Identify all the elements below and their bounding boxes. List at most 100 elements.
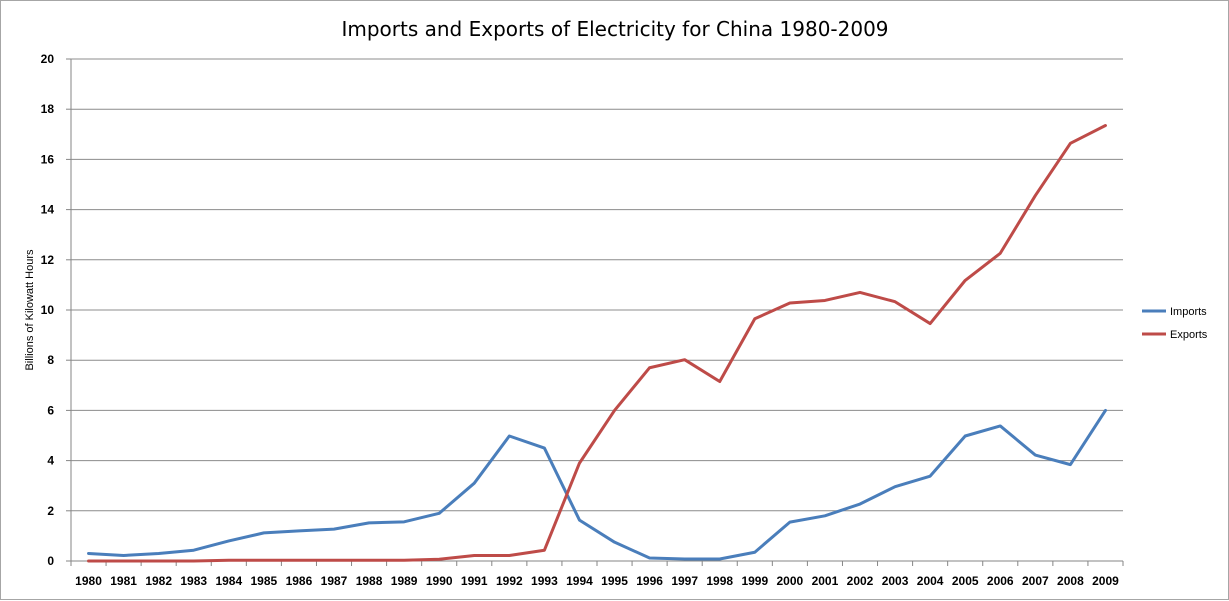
x-tick-label: 1993 xyxy=(531,574,558,588)
x-tick-label: 2008 xyxy=(1057,574,1084,588)
data-point-imports xyxy=(964,435,967,438)
data-point-imports xyxy=(368,521,371,524)
data-point-exports xyxy=(1034,194,1037,197)
data-point-imports xyxy=(122,554,125,557)
data-point-imports xyxy=(648,556,651,559)
data-point-imports xyxy=(1034,454,1037,457)
series-imports xyxy=(87,408,1107,561)
x-tick-label: 1986 xyxy=(286,574,313,588)
x-tick-label: 1998 xyxy=(706,574,733,588)
data-point-imports xyxy=(718,557,721,560)
x-tick-label: 2000 xyxy=(777,574,804,588)
data-point-imports xyxy=(929,475,932,478)
x-tick-label: 1992 xyxy=(496,574,523,588)
x-tick-label: 1987 xyxy=(321,574,348,588)
x-tick-label: 1991 xyxy=(461,574,488,588)
legend-label: Imports xyxy=(1170,306,1207,318)
data-point-exports xyxy=(438,558,441,561)
x-tick-label: 1984 xyxy=(215,574,242,588)
y-tick-label: 12 xyxy=(41,253,55,267)
x-tick-label: 1997 xyxy=(671,574,698,588)
data-point-imports xyxy=(192,549,195,552)
data-point-imports xyxy=(227,539,230,542)
legend-item-imports: Imports xyxy=(1142,306,1207,318)
data-point-exports xyxy=(122,560,125,563)
x-tick-label: 1980 xyxy=(75,574,102,588)
data-point-imports xyxy=(823,514,826,517)
y-axis-label: Billions of Kilowatt Hours xyxy=(24,249,36,371)
data-point-imports xyxy=(508,435,511,438)
data-point-exports xyxy=(894,300,897,303)
series-exports xyxy=(87,124,1107,563)
data-point-exports xyxy=(1069,142,1072,145)
data-point-exports xyxy=(87,560,90,563)
data-point-exports xyxy=(227,559,230,562)
axes xyxy=(66,58,1124,566)
data-point-exports xyxy=(297,559,300,562)
data-point-exports xyxy=(929,322,932,325)
data-point-imports xyxy=(613,541,616,544)
data-point-imports xyxy=(788,521,791,524)
data-point-imports xyxy=(859,503,862,506)
data-point-imports xyxy=(1069,463,1072,466)
data-point-exports xyxy=(718,380,721,383)
legend: Imports Exports xyxy=(1142,306,1208,341)
y-tick-label: 16 xyxy=(41,152,55,166)
x-tick-label: 2006 xyxy=(987,574,1014,588)
data-point-exports xyxy=(157,560,160,563)
data-point-exports xyxy=(683,358,686,361)
data-point-exports xyxy=(648,366,651,369)
x-tick-label: 1990 xyxy=(426,574,453,588)
data-point-imports xyxy=(297,529,300,532)
legend-label: Exports xyxy=(1170,329,1208,341)
data-point-exports xyxy=(788,301,791,304)
legend-item-exports: Exports xyxy=(1142,329,1208,341)
x-tick-label: 2005 xyxy=(952,574,979,588)
x-tick-label: 2004 xyxy=(917,574,944,588)
data-point-exports xyxy=(859,291,862,294)
data-point-exports xyxy=(368,559,371,562)
data-point-imports xyxy=(473,482,476,485)
x-tick-label: 1982 xyxy=(145,574,172,588)
x-tick-label: 2007 xyxy=(1022,574,1049,588)
series-line-imports xyxy=(87,408,1107,561)
y-tick-label: 18 xyxy=(41,102,55,116)
x-tick-label: 1999 xyxy=(741,574,768,588)
y-tick-label: 10 xyxy=(41,303,55,317)
data-point-exports xyxy=(262,559,265,562)
y-tick-label: 20 xyxy=(41,52,55,66)
data-point-imports xyxy=(578,519,581,522)
data-point-imports xyxy=(262,531,265,534)
x-tick-labels: 1980 1981 1982 1983 1984 1985 1986 1987 1988 1989… xyxy=(75,574,1119,588)
x-tick-label: 1995 xyxy=(601,574,628,588)
x-tick-label: 1983 xyxy=(180,574,207,588)
data-point-imports xyxy=(894,485,897,488)
series-line-exports xyxy=(87,124,1107,563)
chart-title: Imports and Exports of Electricity for C… xyxy=(341,17,888,41)
y-tick-labels: 0 2 4 6 8 10 12 14 16 18 20 xyxy=(41,52,55,568)
x-tick-label: 1981 xyxy=(110,574,137,588)
x-tick-label: 1989 xyxy=(391,574,418,588)
data-point-exports xyxy=(403,559,406,562)
x-tick-label: 1994 xyxy=(566,574,593,588)
data-point-exports xyxy=(508,554,511,557)
data-point-exports xyxy=(1104,124,1107,127)
x-tick-label: 1996 xyxy=(636,574,663,588)
data-point-imports xyxy=(403,520,406,523)
data-point-imports xyxy=(438,512,441,515)
x-tick-label: 1988 xyxy=(356,574,383,588)
data-point-exports xyxy=(613,409,616,412)
y-tick-label: 0 xyxy=(47,554,54,568)
data-point-exports xyxy=(473,554,476,557)
data-point-exports xyxy=(543,549,546,552)
data-point-imports xyxy=(683,557,686,560)
y-tick-label: 14 xyxy=(41,203,55,217)
y-tick-label: 4 xyxy=(47,454,54,468)
x-tick-label: 2003 xyxy=(882,574,909,588)
data-point-exports xyxy=(578,462,581,465)
data-point-imports xyxy=(157,552,160,555)
x-tick-label: 2002 xyxy=(847,574,874,588)
data-point-exports xyxy=(333,559,336,562)
series-lines xyxy=(87,124,1107,563)
